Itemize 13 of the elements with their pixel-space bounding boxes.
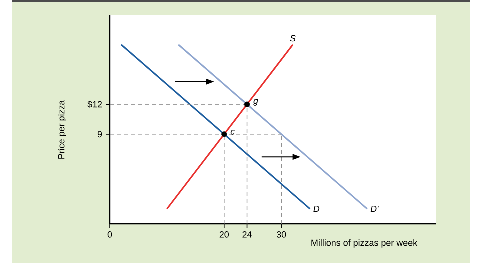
x-tick-label: 24 xyxy=(242,232,252,238)
series-label: D xyxy=(314,206,320,212)
y-axis-title: Price per pizza xyxy=(58,100,66,159)
y-tick-label: 9 xyxy=(98,131,102,138)
x-tick-label: 0 xyxy=(108,232,112,238)
x-tick-label: 20 xyxy=(220,232,230,238)
series-label: D' xyxy=(370,206,380,212)
y-tick-label: $12 xyxy=(88,100,102,108)
annotation: c xyxy=(230,130,235,135)
series-label: S xyxy=(290,35,296,42)
annotation: g xyxy=(253,99,258,106)
x-axis-title: Millions of pizzas per week xyxy=(312,240,418,248)
x-tick-label: 30 xyxy=(276,232,286,238)
